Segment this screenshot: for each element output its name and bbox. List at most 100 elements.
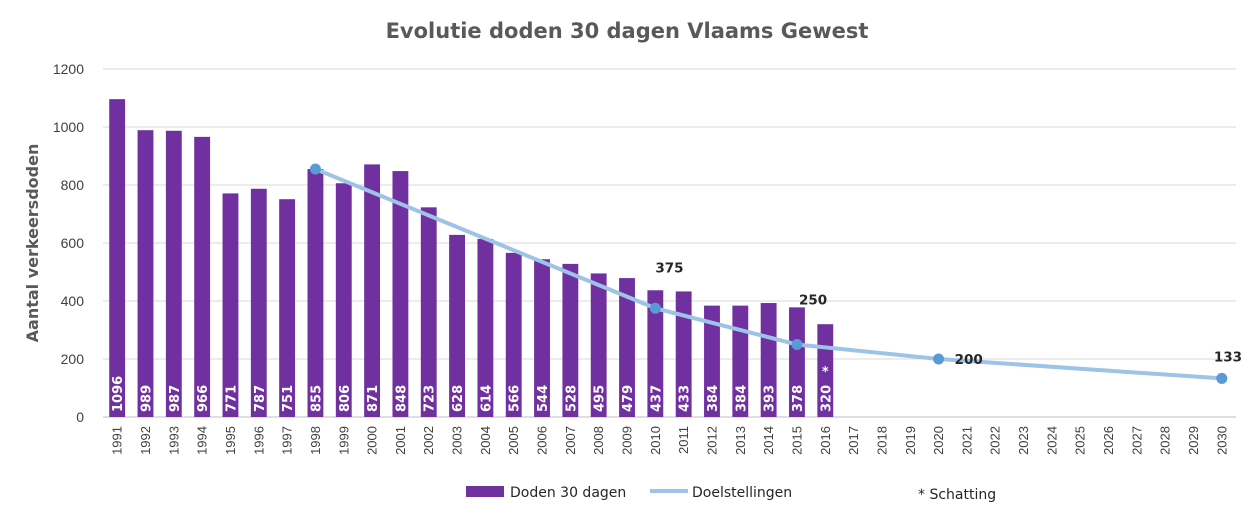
x-tick-label: 2030 [1214,426,1229,455]
x-tick-label: 2023 [1016,426,1031,455]
legend-label-doelstellingen: Doelstellingen [692,485,792,501]
bar-2000 [364,164,381,417]
bar-label-1999: 806 [338,385,353,412]
goal-point-2015 [791,339,803,350]
x-tick-label: 2018 [874,426,889,455]
y-tick-label: 1200 [53,61,84,77]
x-tick-label: 1998 [308,426,323,455]
x-tick-label: 2021 [959,426,974,455]
x-tick-label: 2019 [903,426,918,455]
x-tick-label: 2027 [1129,426,1144,455]
goal-label-2015: 250 [799,293,827,309]
gridlines [103,68,1236,418]
bar-2014 [760,303,777,417]
bar-1991 [109,99,126,417]
y-tick-label: 600 [61,235,85,251]
bar-2007 [562,263,579,417]
x-tick-label: 2005 [506,426,521,455]
x-tick-label: 2028 [1158,426,1173,455]
legend: Doden 30 dagen Doelstellingen * Schattin… [466,485,996,503]
x-axis-ticks: 1991 1992 1993 1994 1995 1996 1997 1998 1999 2000… [110,426,1230,455]
bar-1995 [222,193,239,417]
goal-label-2010: 375 [655,260,683,276]
x-tick-label: 2000 [365,426,380,455]
x-tick-label: 1993 [166,426,181,455]
x-tick-label: 1991 [110,426,125,455]
y-axis-ticks: 0 200 400 600 800 1000 1200 [53,61,84,425]
estimate-marker: * [822,365,829,380]
x-tick-label: 2004 [478,426,493,455]
bar-1998 [307,169,324,417]
bar-1994 [194,136,211,418]
bar-label-2004: 614 [479,385,494,412]
bar-label-2016: 320 [819,385,834,412]
bar-label-2000: 871 [366,385,381,412]
bar-label-2002: 723 [423,385,438,412]
goal-point-2030 [1216,372,1228,384]
bar-label-2001: 848 [394,385,409,412]
bar-series-doden-30-dagen: 1096 989 987 966 771 787 751 855 806 871 848 723 628… [109,99,834,418]
bar-2008 [590,273,607,417]
x-tick-label: 2029 [1186,426,1201,455]
y-axis-label: Aantal verkeersdoden [23,144,42,343]
x-tick-label: 1994 [195,426,210,455]
bar-2015 [789,307,805,417]
bar-2010 [647,290,664,417]
x-tick-label: 2026 [1101,426,1116,455]
bar-label-2006: 544 [536,385,551,412]
bar-label-1997: 751 [281,385,296,412]
x-tick-label: 2007 [563,426,578,455]
x-tick-label: 1996 [251,426,266,455]
x-tick-label: 1999 [336,426,351,455]
x-tick-label: 2025 [1073,426,1088,455]
bar-label-1998: 855 [309,385,324,412]
x-tick-label: 2022 [988,426,1003,455]
legend-label-doden-30-dagen: Doden 30 dagen [510,485,626,501]
bar-1992 [137,130,154,417]
bar-2006 [534,259,550,417]
x-tick-label: 2017 [846,426,861,455]
x-tick-label: 1997 [280,426,295,455]
x-tick-label: 1995 [223,426,238,455]
legend-footnote: * Schatting [918,487,996,503]
chart-title: Evolutie doden 30 dagen Vlaams Gewest [386,19,869,43]
y-tick-label: 200 [61,351,85,367]
bar-2005 [505,252,522,417]
goal-label-2030: 133 [1214,349,1242,365]
bar-label-1994: 966 [196,385,211,412]
bar-1997 [279,199,296,417]
bar-label-1996: 787 [253,385,268,412]
goal-point-2010 [649,302,661,314]
bar-label-2009: 479 [621,385,636,412]
bar-label-1991: 1096 [111,376,126,412]
bar-label-2015: 378 [791,385,806,412]
x-tick-label: 2013 [733,426,748,455]
bar-2001 [392,171,409,417]
bar-label-2007: 528 [564,385,579,412]
goal-point-2020 [933,353,945,365]
bar-1996 [250,188,267,417]
x-tick-label: 2002 [421,426,436,455]
bar-1993 [165,130,182,417]
bar-label-1992: 989 [139,385,154,412]
bar-label-2005: 566 [508,385,523,412]
bar-label-2014: 393 [763,385,778,412]
x-tick-label: 2014 [761,426,776,455]
bar-2013 [732,305,749,417]
bar-label-2008: 495 [593,385,608,412]
x-tick-label: 2024 [1044,426,1059,455]
x-tick-label: 2008 [591,426,606,455]
bar-2002 [420,207,437,417]
y-tick-label: 800 [61,177,85,193]
bar-label-2013: 384 [734,385,749,412]
goal-point-1998 [309,163,321,175]
x-tick-label: 1992 [138,426,153,455]
bar-label-2003: 628 [451,385,466,412]
bar-2009 [619,278,635,417]
x-tick-label: 2015 [789,426,804,455]
bar-2012 [704,305,720,417]
goal-label-2020: 200 [955,352,983,368]
x-tick-label: 2001 [393,426,408,455]
y-tick-label: 1000 [53,119,84,135]
